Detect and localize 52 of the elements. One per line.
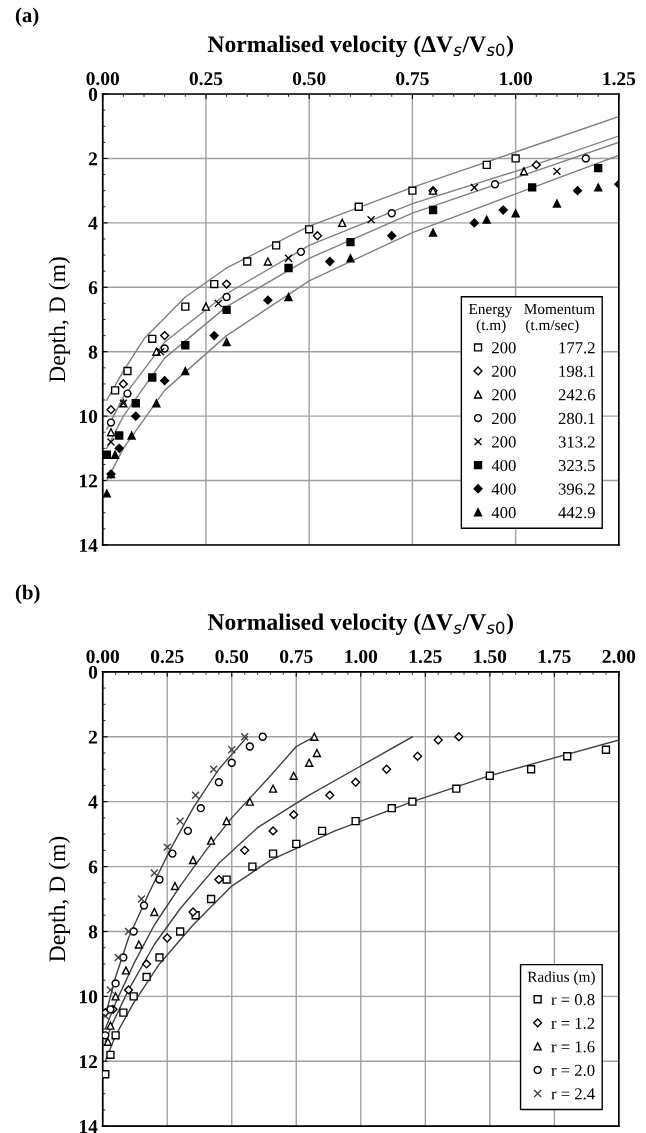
y-tick-label: 6 (88, 281, 98, 295)
legend-label: 400 396.2 (491, 483, 595, 495)
legend-label: r = 2.0 (551, 1064, 595, 1077)
legend-label: 400 323.5 (491, 459, 595, 472)
x-tick-label: 0.50 (215, 649, 249, 664)
y-tick-label: 0 (88, 665, 98, 679)
x-tick-label: 1.00 (345, 649, 378, 664)
legend-title: Energy Momentum (t.m) (t.m/sec) (468, 303, 595, 334)
y-tick-label: 0 (88, 87, 98, 101)
legend-title: Radius (m) (527, 971, 595, 986)
legend-label: 400 442.9 (491, 507, 595, 519)
x-tick-label: 0.25 (150, 649, 184, 664)
legend-label: 200 177.2 (492, 342, 595, 354)
x-tick-label: 0.75 (280, 649, 313, 664)
y-tick-label: 2 (88, 730, 98, 744)
legend-label: r = 2.4 (551, 1088, 595, 1100)
x-tick-label: 0.25 (189, 72, 223, 86)
y-tick-label: 14 (79, 538, 98, 552)
y-tick-label: 12 (79, 1055, 98, 1069)
text: (a) (15, 7, 39, 27)
y-tick-label: 10 (79, 409, 98, 424)
y-tick-label: 6 (88, 860, 98, 874)
y-axis-title: Depth, D (m) (48, 836, 71, 962)
text: (b) (15, 584, 40, 604)
y-tick-label: 4 (88, 216, 98, 230)
legend-label: r = 1.2 (551, 1017, 595, 1029)
x-tick-label: 0.75 (396, 72, 429, 86)
y-tick-label: 14 (79, 1120, 98, 1133)
x-tick-label: 1.00 (500, 72, 532, 86)
legend-label: 200 198.1 (492, 365, 595, 378)
x-tick-label: 2.00 (602, 649, 636, 664)
legend-label: 200 313.2 (492, 436, 595, 448)
y-tick-label: 10 (79, 990, 98, 1004)
legend-label: r = 0.8 (551, 994, 595, 1006)
x-tick-label: 1.50 (474, 649, 507, 664)
x-tick-label: 1.25 (409, 649, 442, 664)
x-tick-label: 1.25 (603, 72, 636, 86)
y-tick-label: 8 (88, 925, 98, 939)
x-axis-title: Normalised velocity (ΔV$_{s}$/V$_{s0}$) (207, 35, 513, 58)
x-tick-label: 0.00 (86, 649, 119, 664)
y-tick-label: 2 (88, 152, 98, 166)
legend-label: 200 242.6 (492, 389, 596, 401)
legend-label: r = 1.6 (551, 1041, 595, 1053)
x-axis-title: Normalised velocity (ΔV$_{s}$/V$_{s0}$) (207, 613, 513, 635)
y-axis-title: Depth, D (m) (48, 257, 71, 383)
x-tick-label: 0.00 (86, 72, 119, 86)
legend-label: 200 280.1 (492, 412, 595, 425)
x-tick-label: 0.50 (292, 72, 326, 86)
y-tick-label: 4 (88, 795, 98, 809)
x-tick-label: 1.75 (538, 650, 571, 664)
y-tick-label: 12 (79, 474, 98, 488)
y-tick-label: 8 (88, 345, 98, 359)
